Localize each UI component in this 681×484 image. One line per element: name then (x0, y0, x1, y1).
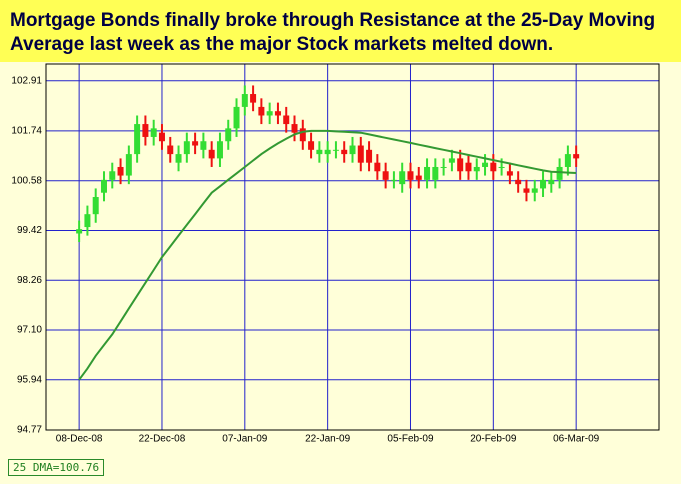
candle-body (283, 115, 290, 125)
x-tick-label: 06-Mar-09 (553, 434, 600, 445)
candle-body (556, 166, 563, 180)
y-tick-label: 102.91 (11, 75, 42, 86)
candle-body (573, 154, 580, 159)
header: Mortgage Bonds finally broke through Res… (0, 0, 681, 62)
x-tick-label: 05-Feb-09 (387, 434, 434, 445)
candle-body (167, 145, 174, 155)
x-tick-label: 07-Jan-09 (222, 434, 267, 445)
candle-body (142, 124, 149, 137)
candle-body (324, 149, 331, 155)
candle-body (134, 124, 141, 155)
candle-body (448, 158, 455, 163)
candle-body (424, 166, 431, 180)
candle-body (465, 162, 472, 172)
candle-body (92, 197, 99, 215)
candle-body (316, 149, 323, 155)
candle-body (432, 166, 439, 180)
candle-body (457, 158, 464, 172)
candle-body (200, 141, 207, 150)
candle-body (76, 229, 83, 234)
candle-body (482, 162, 489, 167)
candle-body (473, 166, 480, 172)
candle-body (506, 171, 513, 176)
candle-body (366, 149, 373, 163)
candle-body (407, 171, 414, 180)
candle-body (183, 141, 190, 155)
legend-label: 25 DMA=100.76 (8, 459, 105, 476)
candle-body (399, 171, 406, 185)
candle-body (233, 106, 240, 129)
candle-body (382, 171, 389, 180)
y-tick-label: 101.74 (11, 126, 42, 137)
y-tick-label: 97.10 (17, 325, 42, 336)
candle-body (515, 179, 522, 185)
plot-border (45, 63, 660, 431)
y-tick-label: 100.58 (11, 175, 42, 186)
candle-body (216, 141, 223, 159)
candle-body (523, 188, 530, 193)
y-tick-label: 95.94 (17, 374, 42, 385)
candle-body (150, 128, 157, 137)
candle-body (274, 111, 281, 116)
chart-title: Mortgage Bonds finally broke through Res… (10, 10, 656, 55)
candle-body (548, 179, 555, 185)
candle-body (531, 188, 538, 193)
candle-body (490, 162, 497, 172)
candle-body (440, 166, 447, 168)
candle-body (415, 175, 422, 180)
candle-body (308, 141, 315, 150)
x-tick-label: 20-Feb-09 (470, 434, 517, 445)
moving-average-line (78, 129, 577, 381)
candle-body (250, 94, 257, 103)
candle-body (390, 179, 397, 181)
x-tick-label: 22-Dec-08 (139, 434, 186, 445)
candle-body (498, 166, 505, 168)
candle-body (192, 141, 199, 146)
candle-body (117, 166, 124, 176)
candle-body (208, 149, 215, 159)
candle-body (349, 145, 356, 155)
candle-body (125, 154, 132, 176)
candle-body (332, 149, 339, 151)
y-tick-label: 99.42 (17, 225, 42, 236)
x-tick-label: 22-Jan-09 (305, 434, 350, 445)
candle-body (266, 111, 273, 116)
candle-body (374, 162, 381, 172)
candle-body (175, 154, 182, 163)
candle-body (84, 214, 91, 228)
candle-body (291, 124, 298, 133)
candle-body (357, 145, 364, 163)
candle-body (341, 149, 348, 155)
candle-body (109, 171, 116, 180)
y-tick-label: 94.77 (17, 425, 42, 436)
candle-body (299, 128, 306, 142)
candle-body (241, 94, 248, 107)
candle-body (225, 128, 232, 142)
candle-body (158, 132, 165, 142)
y-tick-label: 98.26 (17, 275, 42, 286)
candle-body (564, 154, 571, 167)
candle-body (100, 179, 107, 193)
candle-body (540, 179, 547, 189)
candle-body (258, 106, 265, 116)
x-tick-label: 08-Dec-08 (56, 434, 103, 445)
